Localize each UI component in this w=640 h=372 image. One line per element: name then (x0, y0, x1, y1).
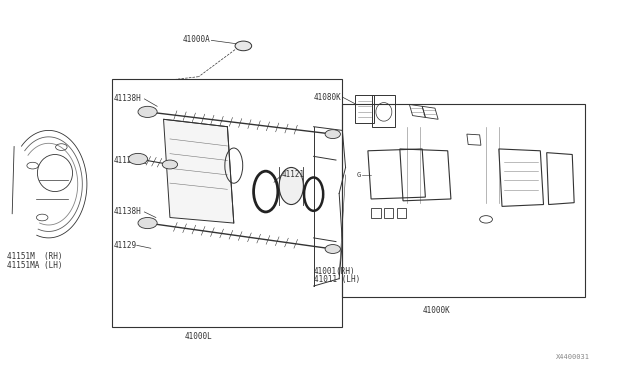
Text: 41151M  (RH): 41151M (RH) (7, 252, 63, 261)
Text: 41128: 41128 (114, 155, 137, 164)
Text: 41000A: 41000A (182, 35, 211, 44)
Text: X4400031: X4400031 (556, 354, 590, 360)
Text: 41001(RH): 41001(RH) (314, 267, 355, 276)
Polygon shape (164, 119, 234, 223)
Bar (342, 105, 585, 297)
Text: 41000L: 41000L (185, 331, 212, 341)
Bar (113, 78, 342, 327)
Text: G: G (357, 172, 362, 178)
Ellipse shape (279, 167, 303, 205)
Circle shape (129, 153, 148, 164)
Text: 41138H: 41138H (114, 94, 141, 103)
Circle shape (138, 218, 157, 229)
Circle shape (325, 130, 340, 138)
Text: 41151MA (LH): 41151MA (LH) (7, 261, 63, 270)
Circle shape (163, 160, 177, 169)
Text: 41129: 41129 (114, 241, 137, 250)
Text: 41000K: 41000K (422, 306, 450, 315)
Text: 41121: 41121 (282, 170, 305, 179)
Text: 41011 (LH): 41011 (LH) (314, 275, 360, 284)
Circle shape (138, 106, 157, 118)
Text: 41138H: 41138H (114, 208, 141, 217)
Text: 41080K: 41080K (314, 93, 341, 102)
Circle shape (325, 244, 340, 253)
Circle shape (235, 41, 252, 51)
